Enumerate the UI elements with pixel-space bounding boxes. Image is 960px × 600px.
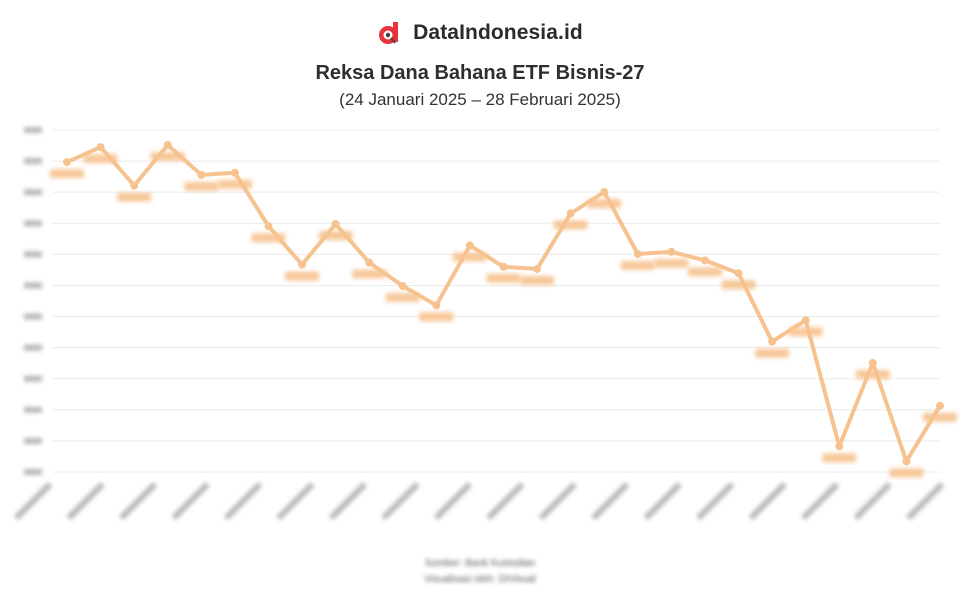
- y-tick-label: [24, 220, 42, 227]
- data-label: [587, 198, 622, 208]
- data-point: [533, 264, 542, 273]
- data-point: [465, 241, 474, 250]
- data-point: [835, 442, 844, 451]
- data-label: [352, 269, 387, 279]
- data-point: [63, 158, 71, 167]
- data-point: [96, 143, 105, 152]
- data-label: [385, 293, 420, 303]
- data-label: [50, 169, 84, 179]
- y-tick-label: [24, 127, 42, 133]
- data-point: [633, 249, 642, 258]
- data-point: [700, 256, 709, 265]
- data-point: [432, 301, 441, 310]
- data-label: [923, 412, 957, 422]
- x-tick-label: [486, 481, 525, 521]
- x-tick-label: [223, 482, 263, 521]
- data-label: [419, 312, 454, 322]
- data-point: [868, 358, 877, 367]
- data-label: [855, 369, 890, 379]
- x-tick-label: [66, 482, 105, 521]
- data-point: [331, 220, 340, 229]
- x-tick-label: [801, 482, 840, 521]
- y-tick-label: [24, 282, 42, 289]
- x-tick-label: [14, 482, 53, 521]
- data-label: [654, 258, 689, 268]
- data-label: [687, 267, 722, 277]
- data-label: [318, 231, 353, 241]
- y-tick-label: [24, 469, 42, 475]
- data-label: [788, 327, 823, 337]
- data-label: [251, 233, 286, 243]
- x-tick-label: [433, 482, 473, 521]
- data-point: [163, 140, 172, 149]
- data-point: [298, 260, 307, 269]
- data-label: [620, 260, 655, 270]
- x-tick-label: [538, 482, 577, 521]
- data-label: [520, 275, 555, 285]
- visualization-credit: Visualisasi oleh: DIVisual: [424, 574, 536, 585]
- y-tick-label: [24, 251, 42, 258]
- data-label: [452, 252, 487, 262]
- data-point: [667, 247, 676, 256]
- dataindonesia-logo-icon: [379, 22, 399, 44]
- y-tick-label: [24, 375, 42, 382]
- brand-header: DataIndonesia.id: [0, 20, 960, 46]
- y-tick-label: [24, 437, 42, 444]
- brand-name: DataIndonesia.id: [413, 21, 583, 44]
- chart-subtitle: (24 Januari 2025 – 28 Februari 2025): [339, 90, 621, 109]
- x-tick-label: [643, 482, 682, 521]
- data-label: [150, 151, 185, 161]
- data-point: [264, 222, 273, 231]
- data-point: [365, 258, 374, 267]
- data-point: [600, 187, 609, 196]
- x-tick-label: [276, 482, 315, 521]
- x-tick-label: [591, 482, 630, 521]
- data-label: [553, 220, 588, 230]
- data-label: [117, 192, 152, 202]
- x-tick-label: [328, 482, 368, 521]
- chart-title: Reksa Dana Bahana ETF Bisnis-27: [315, 62, 645, 84]
- data-point: [801, 316, 810, 325]
- data-label: [822, 453, 857, 463]
- data-label: [486, 273, 521, 283]
- source-note: Sumber: Bank Kustodian: [424, 558, 536, 569]
- data-label: [83, 154, 118, 164]
- x-tick-label: [171, 482, 210, 521]
- data-point: [734, 269, 743, 278]
- data-point: [936, 401, 944, 410]
- data-point: [230, 168, 239, 177]
- data-point: [499, 262, 508, 271]
- series-layer: [50, 140, 957, 478]
- x-tick-label: [119, 482, 158, 521]
- y-tick-label: [24, 313, 42, 320]
- x-tick-label: [381, 482, 420, 521]
- y-tick-label: [24, 344, 42, 351]
- y-axis-ticks: [24, 127, 42, 475]
- data-label: [889, 468, 924, 478]
- data-point: [768, 337, 777, 346]
- data-label: [285, 271, 320, 281]
- chart-grid: [52, 129, 940, 473]
- data-point: [566, 209, 575, 218]
- x-axis-ticks: [14, 481, 945, 521]
- x-tick-label: [696, 482, 735, 521]
- data-point: [197, 170, 206, 179]
- y-tick-label: [24, 158, 42, 165]
- data-label: [184, 181, 219, 191]
- x-tick-label: [906, 482, 945, 521]
- data-label: [755, 348, 790, 358]
- y-tick-label: [24, 406, 42, 413]
- y-tick-label: [24, 189, 42, 196]
- line-chart: [14, 127, 957, 521]
- data-point: [902, 457, 911, 466]
- data-point: [398, 282, 407, 291]
- x-tick-label: [748, 482, 787, 521]
- x-tick-label: [853, 482, 892, 521]
- data-point: [130, 181, 139, 190]
- data-label: [217, 179, 252, 189]
- data-label: [721, 280, 756, 290]
